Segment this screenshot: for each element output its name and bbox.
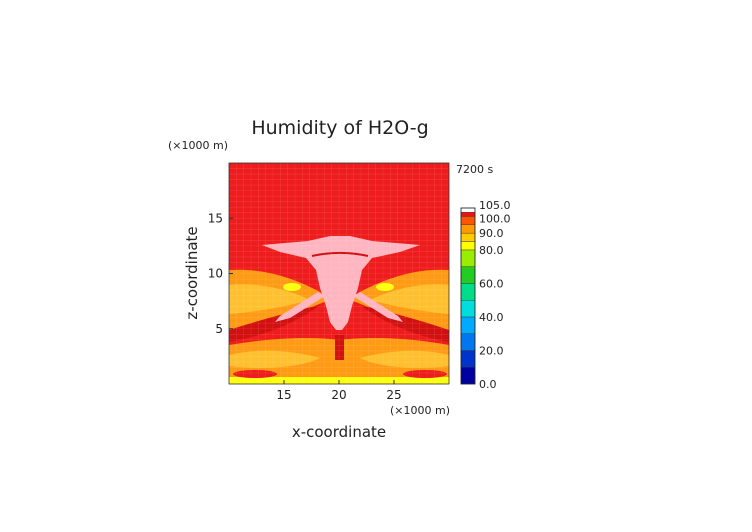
colorbar-level (460, 266, 476, 284)
colorbar-level (460, 216, 476, 225)
surface-patch-left (233, 370, 277, 378)
lower-light-field-right (360, 350, 449, 368)
upper-light-band-right (370, 284, 449, 314)
x-axis: 15 20 25 (276, 380, 402, 402)
y-tick-label: 15 (208, 211, 223, 225)
time-label: 7200 s (456, 163, 493, 176)
cloud-arm-right (353, 292, 403, 322)
colorbar-tick-label: 20.0 (479, 344, 504, 357)
colorbar-level (460, 207, 476, 213)
lower-orange-field (229, 337, 449, 384)
yellow-patch-left (283, 283, 301, 291)
colorbar-level (460, 367, 476, 385)
cloud-plume (262, 236, 420, 330)
y-tick-label: 10 (208, 267, 223, 281)
colorbar-level (460, 299, 476, 318)
chart-title: Humidity of H2O-g (251, 117, 428, 139)
y-unit-label: (×1000 m) (168, 139, 228, 152)
x-unit-label: (×1000 m) (390, 404, 450, 417)
colorbar-tick-label: 0.0 (479, 378, 497, 391)
colorbar-level (460, 333, 476, 351)
colorbar-level (460, 350, 476, 368)
x-tick-label: 20 (331, 388, 346, 402)
x-axis-label: x-coordinate (292, 423, 386, 441)
surface-patch-right (403, 370, 447, 378)
yellow-patch-right (376, 283, 394, 291)
heatmap-plot (228, 162, 450, 385)
colorbar-level (460, 241, 476, 251)
colorbar-tick-label: 80.0 (479, 244, 504, 257)
colorbar-level (460, 232, 476, 242)
colorbar-level (460, 283, 476, 301)
cloud-stripe (311, 252, 369, 257)
y-axis-label: z-coordinate (183, 226, 201, 319)
colorbar-level (460, 211, 476, 217)
lower-light-field-left (229, 350, 320, 368)
y-tick-label: 5 (215, 322, 223, 336)
colorbar-frame (460, 207, 476, 385)
dark-red-band-left (229, 305, 320, 342)
colorbar-level (460, 249, 476, 267)
colorbar-tick-label: 100.0 (479, 212, 511, 225)
colorbar-tick-label: 90.0 (479, 227, 504, 240)
colorbar-level (460, 224, 476, 234)
cloud-arm-left (275, 292, 325, 322)
colorbar-tick-label: 60.0 (479, 277, 504, 290)
x-tick-label: 15 (276, 388, 291, 402)
grid-lines (229, 163, 449, 384)
core-column (335, 335, 344, 360)
y-axis: 5 10 15 (208, 211, 233, 336)
colorbar-tick-label: 105.0 (479, 199, 511, 212)
colorbar-level (460, 316, 476, 334)
x-tick-label: 25 (386, 388, 401, 402)
upper-light-band-left (229, 284, 310, 314)
colorbar-tick-label: 40.0 (479, 311, 504, 324)
